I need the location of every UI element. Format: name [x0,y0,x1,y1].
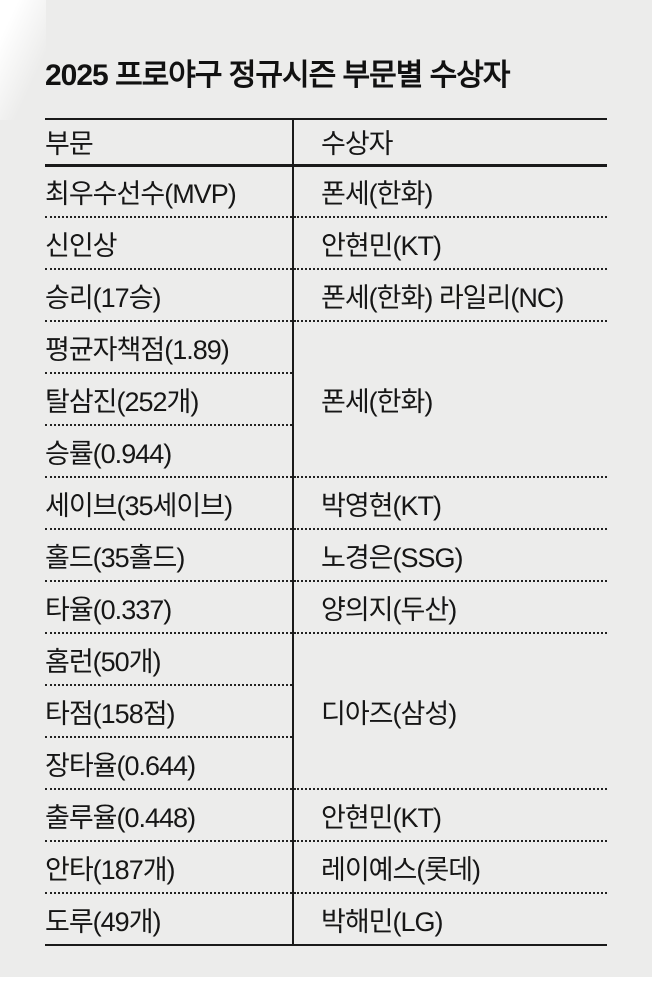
winner-cell: 폰세(한화) 라일리(NC) [293,268,607,321]
table-header-row: 부문 수상자 [45,119,607,165]
category-cell: 탈삼진(252개) [45,372,294,425]
category-cell: 장타율(0.644) [45,736,294,789]
category-cell: 안타(187개) [45,840,294,893]
category-cell: 홈런(50개) [45,632,294,685]
table-row: 최우수선수(MVP) 폰세(한화) [45,165,607,217]
winner-cell: 레이예스(롯데) [293,840,607,893]
page-title: 2025 프로야구 정규시즌 부문별 수상자 [45,59,510,92]
table-row: 장타율(0.644) [45,736,607,789]
category-cell: 도루(49개) [45,892,294,945]
winner-cell: 박해민(LG) [293,892,607,945]
category-cell: 승리(17승) [45,268,294,321]
column-header-category: 부문 [45,119,294,165]
table-row: 타율(0.337) 양의지(두산) [45,580,607,633]
winner-cell: 노경은(SSG) [293,528,607,581]
category-cell: 세이브(35세이브) [45,476,294,529]
category-cell: 홀드(35홀드) [45,528,294,581]
infographic-content: 2025 프로야구 정규시즌 부문별 수상자 부문 수상자 최우수선수(MVP)… [45,59,607,946]
category-cell: 최우수선수(MVP) [45,165,294,217]
winner-cell: 양의지(두산) [293,580,607,633]
table-row: 승률(0.944) [45,424,607,477]
table-row: 홈런(50개) 디아즈(삼성) [45,632,607,789]
category-cell: 승률(0.944) [45,424,294,477]
winner-cell: 박영현(KT) [293,476,607,529]
winner-cell-merged: 디아즈(삼성) [293,632,607,789]
winner-cell: 안현민(KT) [293,216,607,269]
column-header-winner: 수상자 [321,129,394,160]
table-row: 승리(17승) 폰세(한화) 라일리(NC) [45,268,607,321]
category-cell: 출루율(0.448) [45,788,294,841]
category-cell: 타점(158점) [45,684,294,737]
table-row: 신인상 안현민(KT) [45,216,607,269]
winner-cell: 안현민(KT) [293,788,607,841]
winner-cell-merged: 폰세(한화) [293,320,607,477]
table-row: 평균자책점(1.89) 폰세(한화) [45,320,607,477]
table-row: 안타(187개) 레이예스(롯데) [45,840,607,893]
table-row: 출루율(0.448) 안현민(KT) [45,788,607,841]
table-row: 탈삼진(252개) [45,372,607,425]
awards-table: 부문 수상자 최우수선수(MVP) 폰세(한화) 신인상 안현민(KT) 승리(… [45,118,607,946]
category-cell: 신인상 [45,216,294,269]
category-cell: 타율(0.337) [45,580,294,633]
category-cell: 평균자책점(1.89) [45,320,294,373]
table-row: 세이브(35세이브) 박영현(KT) [45,476,607,529]
winner-cell: 폰세(한화) [321,178,433,209]
table-row: 홀드(35홀드) 노경은(SSG) [45,528,607,581]
table-row: 타점(158점) [45,684,607,737]
table-row: 도루(49개) 박해민(LG) [45,892,607,945]
